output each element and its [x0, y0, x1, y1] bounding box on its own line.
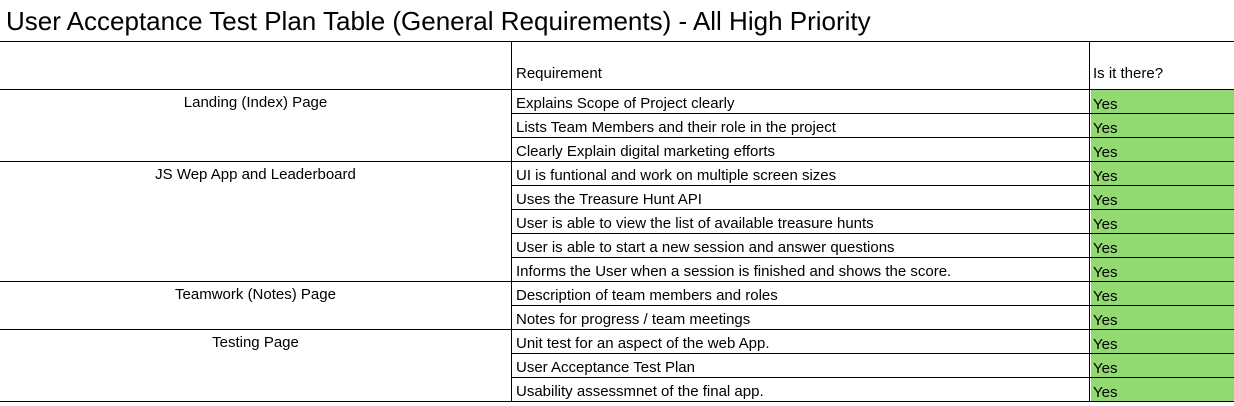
status-fill [1091, 234, 1234, 257]
status-cell: Yes [1093, 96, 1118, 113]
row-rule [511, 257, 1234, 258]
status-cell: Yes [1093, 240, 1118, 257]
col-divider-status [1089, 41, 1090, 402]
page-title: User Acceptance Test Plan Table (General… [6, 6, 871, 36]
status-cell: Yes [1093, 216, 1118, 233]
status-fill [1091, 306, 1234, 329]
header-requirement: Requirement [516, 65, 602, 82]
status-fill [1091, 114, 1234, 137]
row-rule [511, 233, 1234, 234]
requirement-cell: Informs the User when a session is finis… [516, 263, 952, 280]
requirement-cell: Uses the Treasure Hunt API [516, 191, 702, 208]
status-fill [1091, 162, 1234, 185]
col-divider-requirement [511, 41, 512, 402]
row-rule [0, 281, 1234, 282]
row-rule [511, 305, 1234, 306]
status-fill [1091, 258, 1234, 281]
requirement-cell: User is able to view the list of availab… [516, 215, 874, 232]
section-label: Testing Page [212, 334, 299, 351]
section-label: JS Wep App and Leaderboard [155, 166, 356, 183]
header-is-it-there: Is it there? [1093, 65, 1164, 82]
row-rule [511, 137, 1234, 138]
status-fill [1091, 210, 1234, 233]
section-label: Teamwork (Notes) Page [175, 286, 336, 303]
row-rule [511, 353, 1234, 354]
requirement-cell: Lists Team Members and their role in the… [516, 119, 836, 136]
requirement-cell: User is able to start a new session and … [516, 239, 895, 256]
status-cell: Yes [1093, 120, 1118, 137]
requirement-cell: Notes for progress / team meetings [516, 311, 751, 328]
row-rule [511, 113, 1234, 114]
status-cell: Yes [1093, 312, 1118, 329]
status-fill [1091, 354, 1234, 377]
status-cell: Yes [1093, 336, 1118, 353]
requirement-cell: Clearly Explain digital marketing effort… [516, 143, 776, 160]
row-rule [0, 161, 1234, 162]
row-rule [0, 329, 1234, 330]
status-cell: Yes [1093, 264, 1118, 281]
status-cell: Yes [1093, 384, 1118, 401]
requirement-cell: Description of team members and roles [516, 287, 778, 304]
requirement-cell: Explains Scope of Project clearly [516, 95, 735, 112]
title-rule [0, 41, 1234, 42]
status-fill [1091, 186, 1234, 209]
header-rule [0, 89, 1234, 90]
row-rule [511, 209, 1234, 210]
status-fill [1091, 378, 1234, 401]
status-cell: Yes [1093, 192, 1118, 209]
row-rule [0, 401, 1234, 402]
status-fill [1091, 330, 1234, 353]
requirement-cell: User Acceptance Test Plan [516, 359, 695, 376]
status-cell: Yes [1093, 168, 1118, 185]
section-label: Landing (Index) Page [183, 94, 328, 111]
status-fill [1091, 138, 1234, 161]
requirement-cell: UI is funtional and work on multiple scr… [516, 167, 837, 184]
status-fill [1091, 90, 1234, 113]
status-cell: Yes [1093, 360, 1118, 377]
status-cell: Yes [1093, 288, 1118, 305]
status-cell: Yes [1093, 144, 1118, 161]
row-rule [511, 377, 1234, 378]
status-fill [1091, 282, 1234, 305]
row-rule [511, 185, 1234, 186]
requirement-cell: Unit test for an aspect of the web App. [516, 335, 770, 352]
requirement-cell: Usability assessmnet of the final app. [516, 383, 764, 400]
